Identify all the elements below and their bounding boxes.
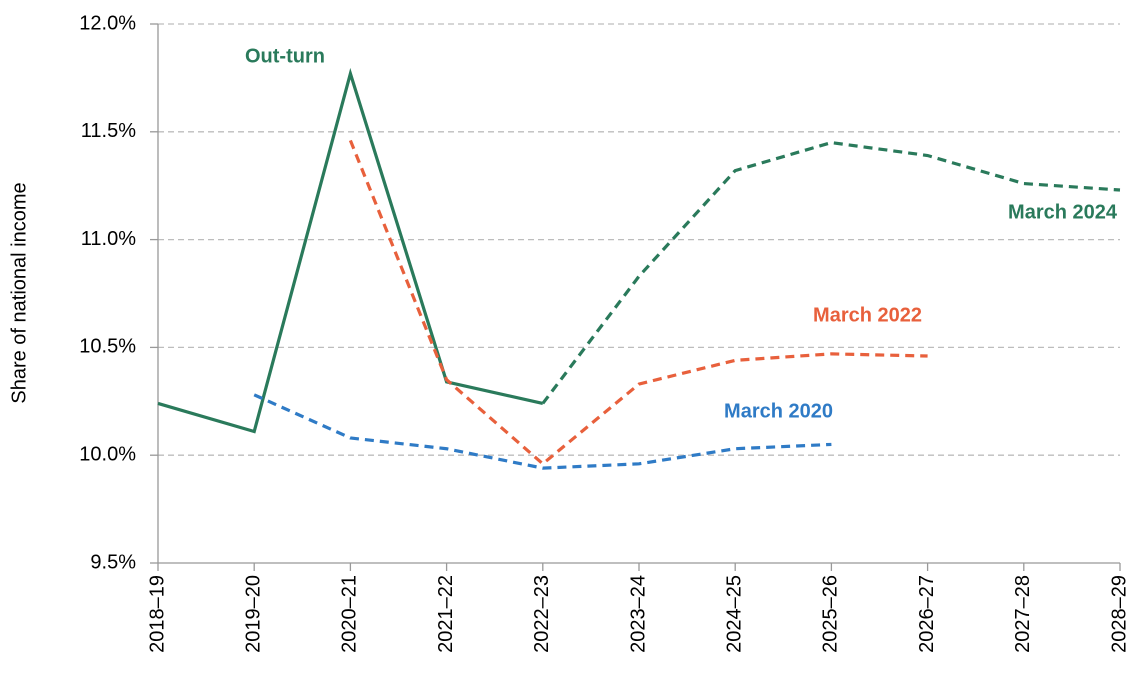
y-tick-label: 9.5% [90, 551, 136, 573]
x-tick-label: 2025–26 [820, 575, 842, 653]
series-line [348, 139, 928, 466]
x-tick-label: 2028–29 [1108, 575, 1130, 653]
y-tick-label: 10.5% [79, 336, 136, 358]
x-tick-label: 2023–24 [627, 575, 649, 653]
x-tick-label: 2018–19 [146, 575, 168, 653]
series-line [253, 393, 832, 470]
series-label: March 2020 [724, 400, 833, 422]
x-tick-label: 2021–22 [435, 575, 457, 653]
x-tick-label: 2022–23 [531, 575, 553, 653]
y-tick-label: 12.0% [79, 12, 136, 34]
series-label: Out-turn [245, 45, 325, 67]
y-tick-label: 11.5% [81, 120, 136, 142]
y-axis-label: Share of national income [8, 182, 30, 403]
series-line [541, 140, 1121, 405]
series-label: March 2022 [813, 304, 922, 326]
y-tick-label: 10.0% [79, 443, 136, 465]
y-tick-label: 11.0% [81, 228, 136, 250]
x-tick-label: 2020–21 [339, 575, 361, 653]
series-label: March 2024 [1008, 201, 1118, 223]
x-tick-label: 2024–25 [723, 575, 745, 653]
x-tick-label: 2027–28 [1012, 575, 1034, 653]
x-tick-label: 2019–20 [242, 575, 264, 653]
x-tick-label: 2026–27 [916, 575, 938, 653]
series-line [157, 67, 544, 434]
